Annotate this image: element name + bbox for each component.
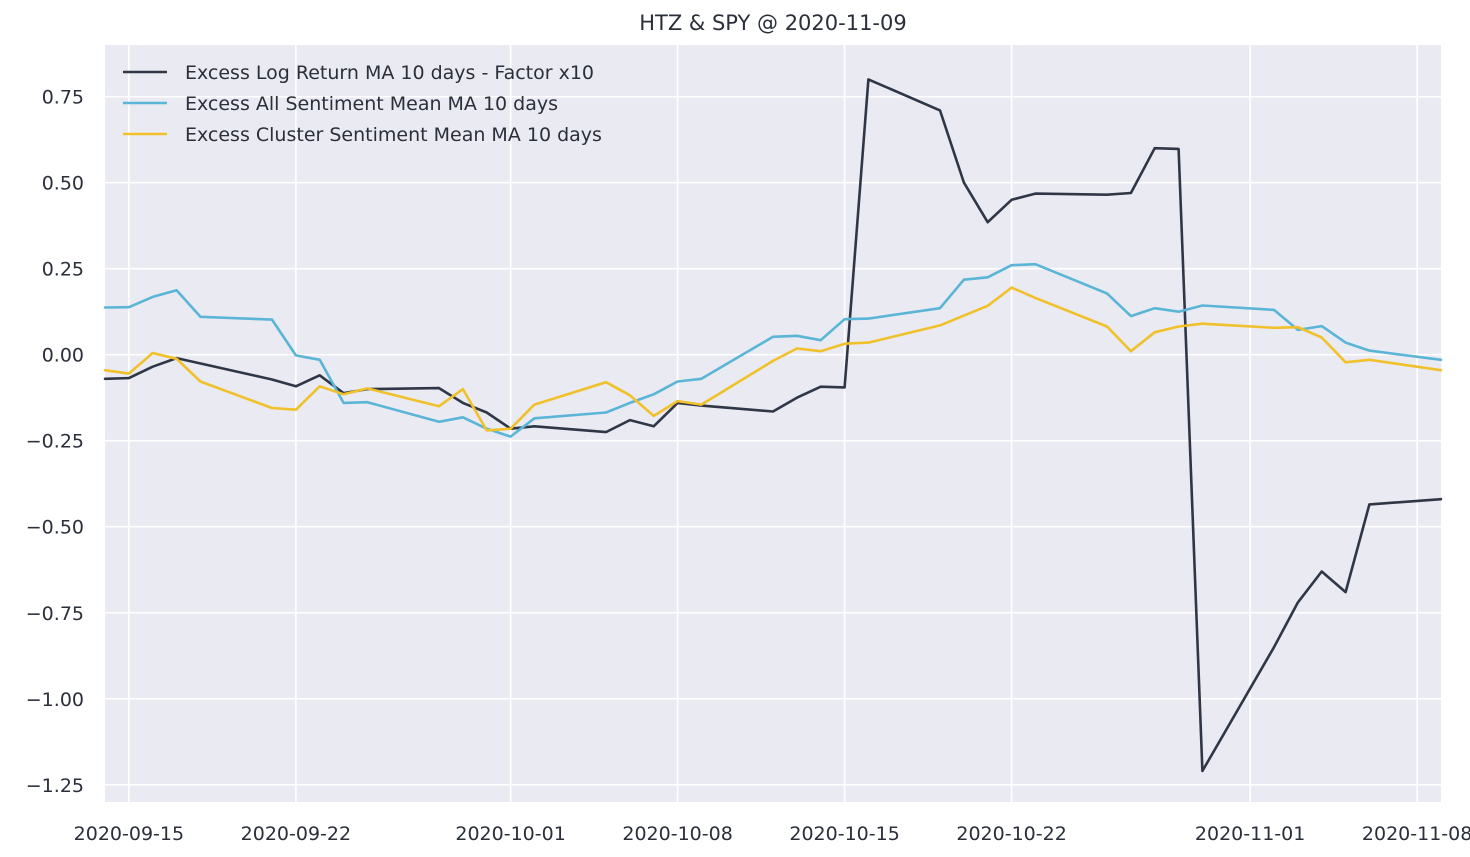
y-tick-label: −0.50: [26, 517, 84, 539]
x-tick-label: 2020-11-08: [1362, 823, 1470, 845]
grid-lines: [105, 45, 1441, 802]
x-tick-label: 2020-09-22: [241, 823, 351, 845]
y-axis-ticks: 0.75 0.50 0.25 0.00 −0.25 −0.50 −0.75 −1.00 −1.2…: [26, 87, 84, 797]
x-tick-label: 2020-10-08: [622, 823, 732, 845]
y-tick-label: −0.25: [26, 431, 84, 453]
x-tick-label: 2020-09-15: [74, 823, 184, 845]
y-tick-label: 0.00: [42, 345, 84, 367]
y-tick-label: 0.75: [42, 87, 84, 109]
series-line-3: [103, 286, 1443, 432]
legend-label: Excess All Sentiment Mean MA 10 days: [185, 93, 558, 115]
legend-label: Excess Cluster Sentiment Mean MA 10 days: [185, 124, 602, 146]
x-tick-label: 2020-10-15: [789, 823, 899, 845]
y-tick-label: 0.50: [42, 173, 84, 195]
series-line-1: [103, 78, 1443, 773]
series-line-2: [103, 262, 1443, 438]
x-tick-label: 2020-10-22: [956, 823, 1066, 845]
y-tick-label: −1.00: [26, 689, 84, 711]
y-tick-label: 0.25: [42, 259, 84, 281]
plot-area: [105, 45, 1441, 802]
x-axis-ticks: 2020-09-15 2020-09-22 2020-10-01 2020-10-08…: [74, 823, 1470, 845]
x-tick-label: 2020-10-01: [455, 823, 565, 845]
y-tick-label: −1.25: [26, 775, 84, 797]
x-tick-label: 2020-11-01: [1195, 823, 1305, 845]
y-tick-label: −0.75: [26, 603, 84, 625]
series-lines: [103, 78, 1443, 773]
legend-label: Excess Log Return MA 10 days - Factor x1…: [185, 62, 594, 84]
chart-title: HTZ & SPY @ 2020-11-09: [639, 11, 906, 35]
legend: Excess Log Return MA 10 days - Factor x1…: [123, 62, 602, 146]
